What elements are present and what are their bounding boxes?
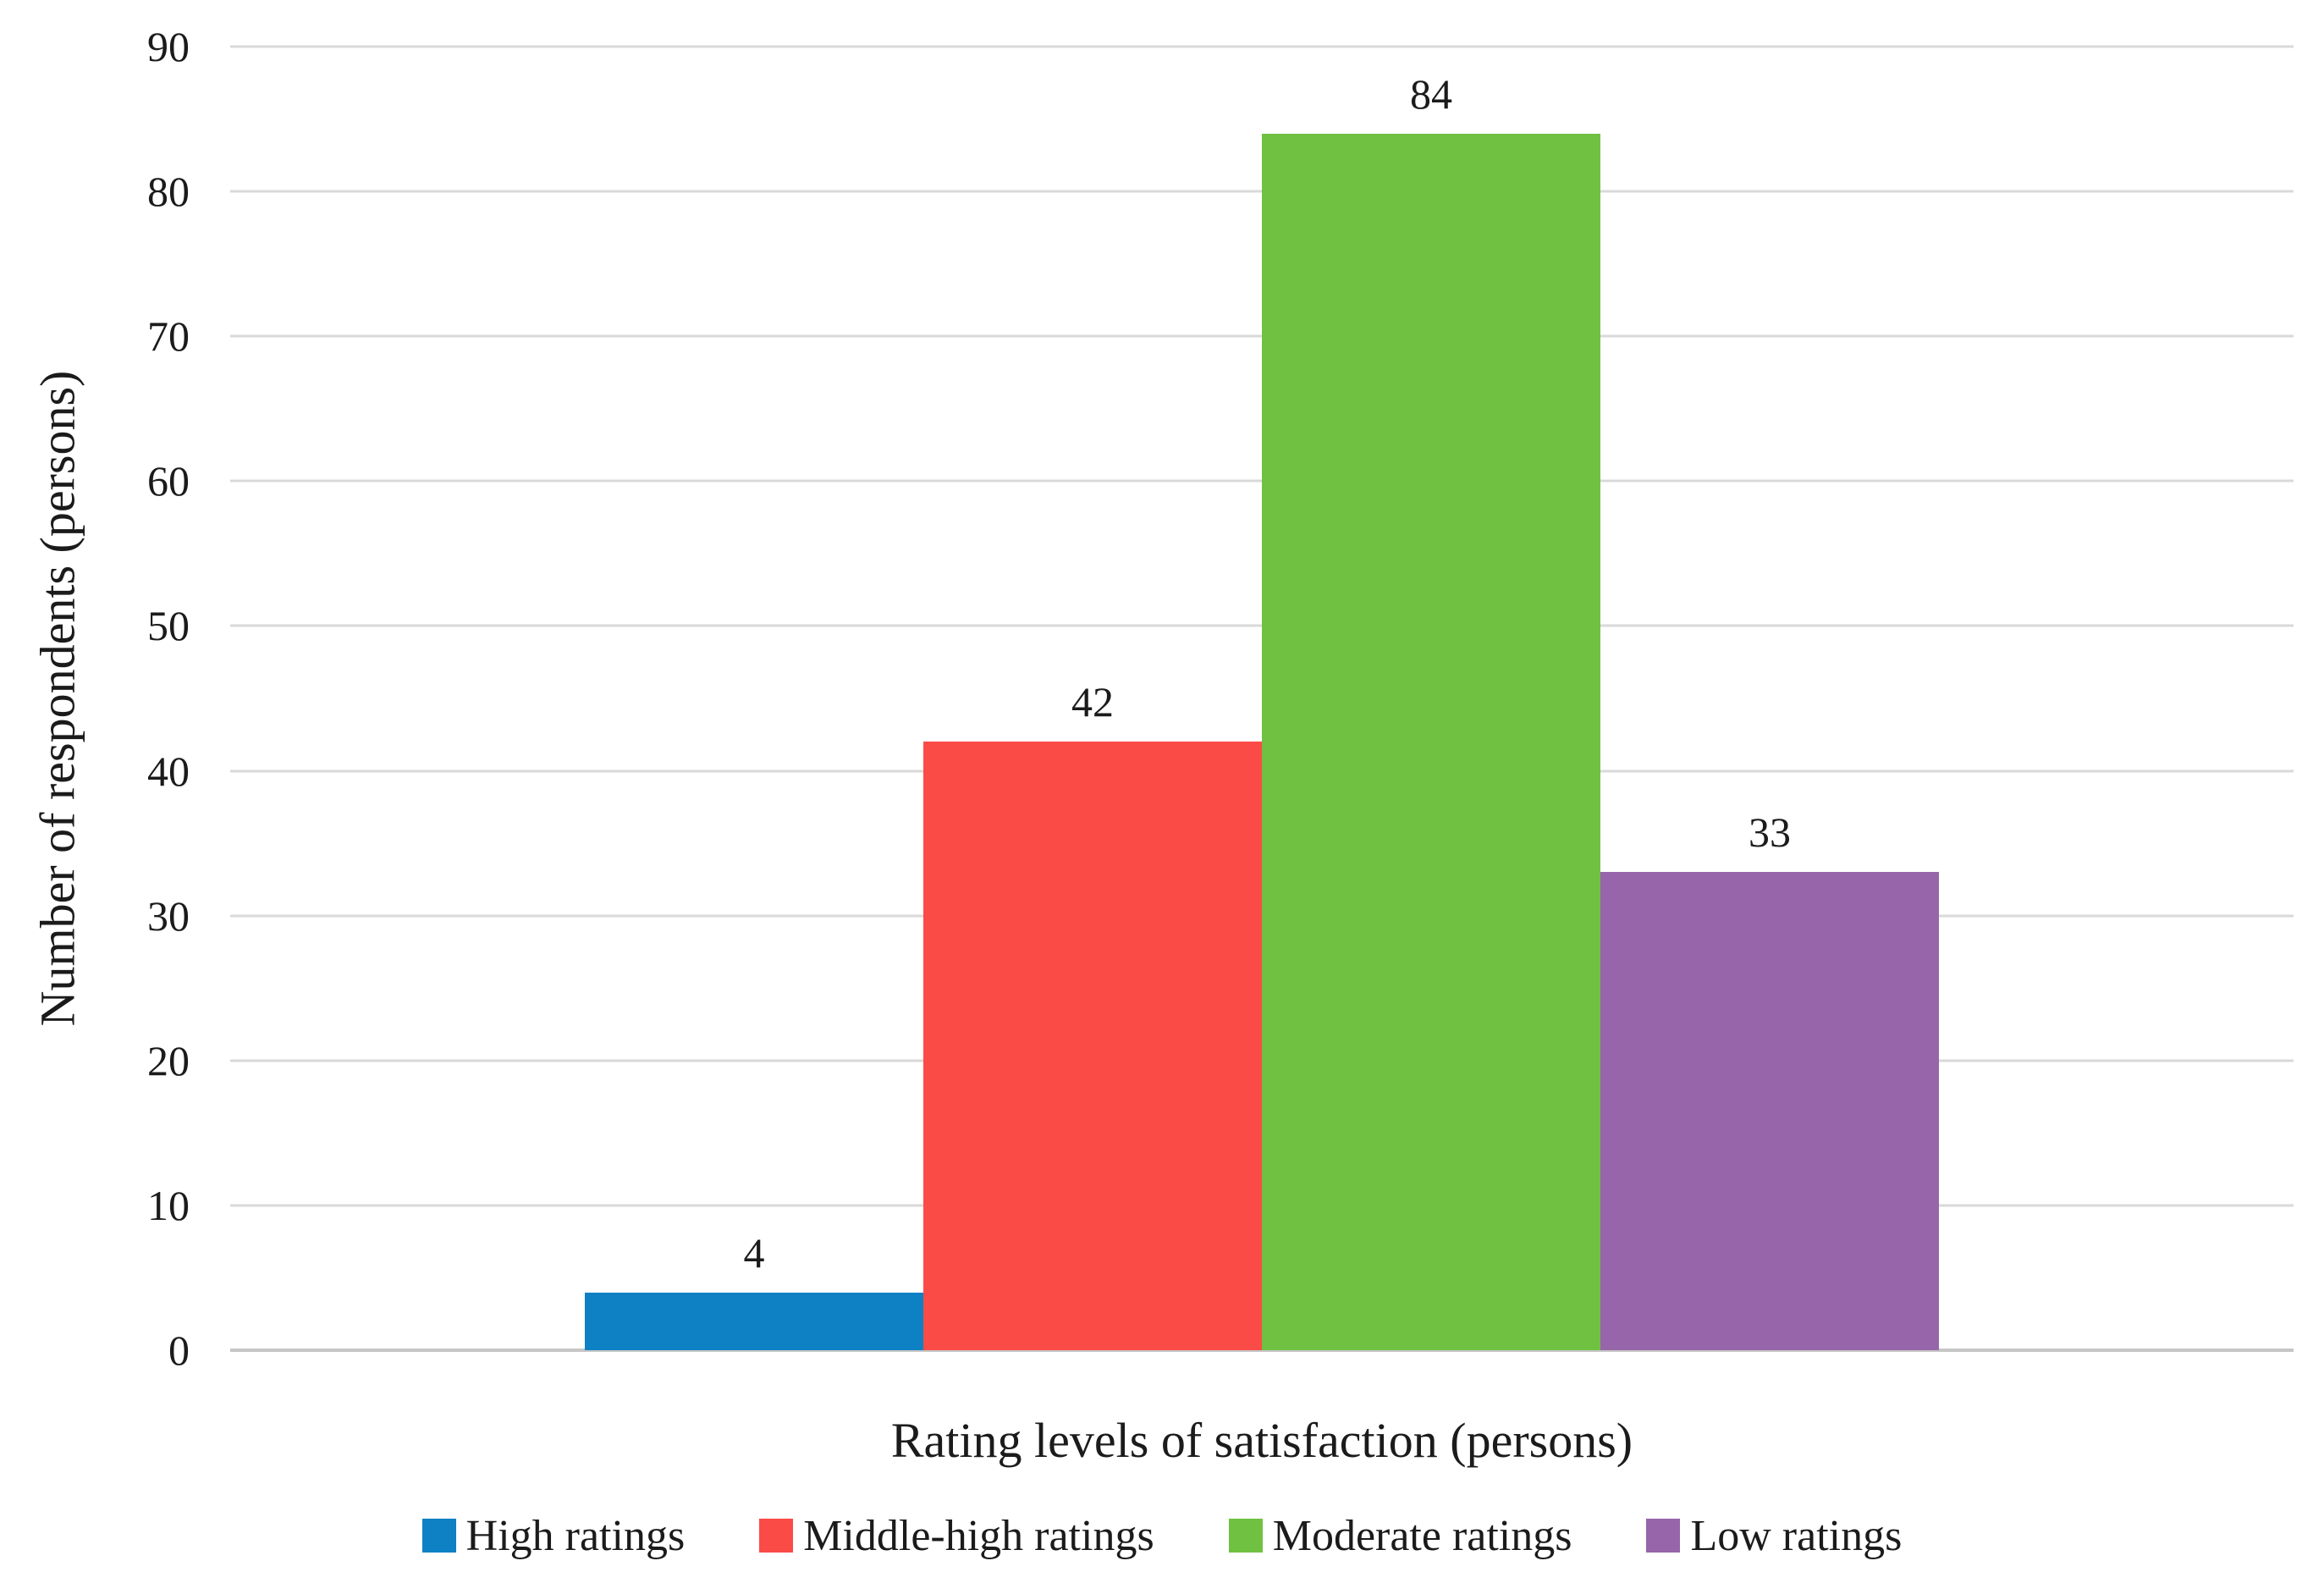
bar-middle-high-ratings: 42 xyxy=(923,681,1262,1350)
y-axis-title: Number of respondents (persons) xyxy=(30,370,85,1027)
legend-item-high-ratings: High ratings xyxy=(421,1511,686,1561)
bar-value-label: 84 xyxy=(1410,69,1452,118)
legend-label: Low ratings xyxy=(1690,1511,1903,1560)
y-tick-label: 50 xyxy=(147,602,190,650)
y-tick-label: 10 xyxy=(147,1181,190,1229)
legend-swatch-icon xyxy=(1646,1519,1681,1553)
y-tick-label: 80 xyxy=(147,168,190,216)
x-axis-line xyxy=(230,1349,2294,1352)
legend: High ratings Middle-high ratings Moderate … xyxy=(0,1511,2324,1561)
bar-moderate-ratings: 84 xyxy=(1262,73,1600,1350)
legend-label: High ratings xyxy=(465,1511,686,1560)
y-tick-label: 0 xyxy=(168,1327,190,1374)
bar-value-label: 33 xyxy=(1749,808,1791,857)
bars: 4 42 84 33 xyxy=(230,47,2294,1350)
legend-item-middle-high-ratings: Middle-high ratings xyxy=(759,1511,1154,1561)
legend-label: Middle-high ratings xyxy=(803,1511,1154,1560)
y-tick-label: 90 xyxy=(147,23,190,70)
legend-item-low-ratings: Low ratings xyxy=(1646,1511,1902,1561)
y-tick-label: 70 xyxy=(147,312,190,361)
bar-value-label: 4 xyxy=(743,1228,765,1277)
legend-swatch-icon xyxy=(421,1519,456,1553)
bar-low-ratings: 33 xyxy=(1600,811,1939,1350)
x-axis-title: Rating levels of satisfaction (persons) xyxy=(890,1413,1633,1468)
plot-area: 0 10 20 30 40 50 60 70 80 90 4 42 84 33 xyxy=(147,25,2294,1371)
legend-item-moderate-ratings: Moderate ratings xyxy=(1228,1511,1572,1561)
legend-label: Moderate ratings xyxy=(1272,1511,1572,1560)
y-tick-label: 40 xyxy=(147,747,190,795)
bar-value-label: 42 xyxy=(1071,678,1114,726)
legend-swatch-icon xyxy=(1228,1519,1263,1553)
y-tick-label: 60 xyxy=(147,457,190,505)
gridline xyxy=(230,45,2294,48)
bar-high-ratings: 4 xyxy=(585,1232,923,1350)
y-tick-label: 20 xyxy=(147,1036,190,1084)
legend-swatch-icon xyxy=(759,1519,794,1553)
y-tick-label: 30 xyxy=(147,891,190,940)
